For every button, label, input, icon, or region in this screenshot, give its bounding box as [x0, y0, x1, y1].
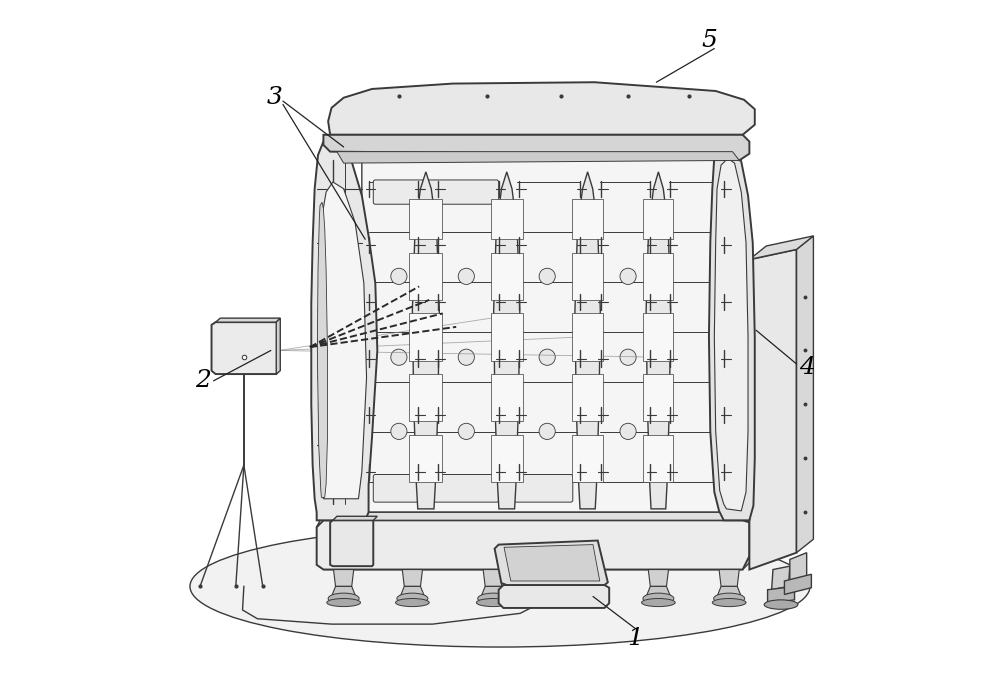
- FancyBboxPatch shape: [427, 180, 499, 204]
- Polygon shape: [768, 586, 795, 603]
- Polygon shape: [749, 249, 797, 570]
- Circle shape: [391, 349, 407, 365]
- Polygon shape: [212, 322, 279, 374]
- Polygon shape: [504, 545, 600, 581]
- Polygon shape: [572, 253, 603, 300]
- Ellipse shape: [559, 593, 590, 604]
- Ellipse shape: [712, 599, 746, 607]
- Polygon shape: [646, 586, 671, 596]
- Polygon shape: [328, 82, 755, 135]
- Polygon shape: [317, 520, 749, 570]
- Polygon shape: [719, 570, 739, 586]
- Polygon shape: [491, 374, 523, 421]
- Polygon shape: [797, 236, 813, 553]
- Polygon shape: [362, 155, 731, 512]
- Text: 5: 5: [701, 29, 717, 52]
- Polygon shape: [709, 135, 755, 520]
- FancyBboxPatch shape: [427, 474, 499, 502]
- Ellipse shape: [190, 526, 810, 647]
- Polygon shape: [317, 202, 327, 497]
- Polygon shape: [483, 570, 503, 586]
- Polygon shape: [643, 374, 673, 421]
- Polygon shape: [784, 574, 811, 594]
- Ellipse shape: [327, 599, 360, 607]
- Polygon shape: [572, 374, 603, 421]
- FancyBboxPatch shape: [501, 474, 573, 502]
- Ellipse shape: [328, 593, 359, 604]
- Polygon shape: [491, 199, 523, 239]
- Polygon shape: [491, 435, 523, 482]
- Polygon shape: [790, 553, 807, 581]
- Polygon shape: [333, 516, 377, 520]
- Polygon shape: [495, 541, 608, 585]
- Polygon shape: [409, 435, 442, 482]
- Polygon shape: [499, 585, 609, 608]
- Circle shape: [458, 423, 474, 439]
- Polygon shape: [400, 586, 425, 596]
- Polygon shape: [648, 570, 668, 586]
- Text: 4: 4: [799, 356, 815, 379]
- Ellipse shape: [396, 599, 429, 607]
- Polygon shape: [323, 559, 753, 570]
- Polygon shape: [572, 435, 603, 482]
- Text: 1: 1: [627, 627, 643, 650]
- Ellipse shape: [643, 593, 674, 604]
- Polygon shape: [491, 253, 523, 300]
- Polygon shape: [409, 253, 442, 300]
- Ellipse shape: [714, 593, 745, 604]
- Polygon shape: [643, 313, 673, 361]
- Text: 2: 2: [196, 369, 211, 392]
- Polygon shape: [646, 172, 671, 509]
- Polygon shape: [216, 318, 280, 322]
- Polygon shape: [643, 199, 673, 239]
- Polygon shape: [749, 236, 813, 259]
- FancyBboxPatch shape: [373, 180, 425, 204]
- Polygon shape: [332, 586, 356, 596]
- Circle shape: [620, 268, 636, 284]
- Circle shape: [391, 423, 407, 439]
- Ellipse shape: [557, 599, 591, 607]
- Circle shape: [539, 423, 555, 439]
- Polygon shape: [337, 152, 739, 163]
- Polygon shape: [717, 586, 741, 596]
- Polygon shape: [409, 374, 442, 421]
- Polygon shape: [772, 566, 790, 590]
- Polygon shape: [409, 199, 442, 239]
- Polygon shape: [412, 172, 439, 509]
- Polygon shape: [643, 253, 673, 300]
- Ellipse shape: [476, 599, 510, 607]
- Polygon shape: [409, 313, 442, 361]
- Polygon shape: [402, 570, 422, 586]
- Text: 3: 3: [266, 86, 282, 109]
- Polygon shape: [323, 135, 749, 160]
- Polygon shape: [643, 435, 673, 482]
- Ellipse shape: [642, 599, 675, 607]
- Circle shape: [458, 349, 474, 365]
- Circle shape: [458, 268, 474, 284]
- Polygon shape: [276, 318, 280, 374]
- Ellipse shape: [397, 593, 428, 604]
- Polygon shape: [714, 158, 748, 511]
- Circle shape: [620, 349, 636, 365]
- Polygon shape: [564, 570, 584, 586]
- Circle shape: [620, 423, 636, 439]
- Ellipse shape: [478, 593, 509, 604]
- Polygon shape: [575, 172, 600, 509]
- Polygon shape: [491, 313, 523, 361]
- Polygon shape: [317, 512, 749, 527]
- Polygon shape: [494, 172, 520, 509]
- Circle shape: [391, 268, 407, 284]
- Polygon shape: [318, 182, 367, 499]
- Polygon shape: [334, 570, 354, 586]
- Polygon shape: [311, 135, 377, 520]
- Ellipse shape: [764, 600, 798, 609]
- Polygon shape: [562, 586, 586, 596]
- FancyBboxPatch shape: [373, 474, 425, 502]
- Polygon shape: [481, 586, 505, 596]
- Circle shape: [539, 349, 555, 365]
- Polygon shape: [330, 520, 373, 566]
- Polygon shape: [572, 199, 603, 239]
- Circle shape: [539, 268, 555, 284]
- Polygon shape: [572, 313, 603, 361]
